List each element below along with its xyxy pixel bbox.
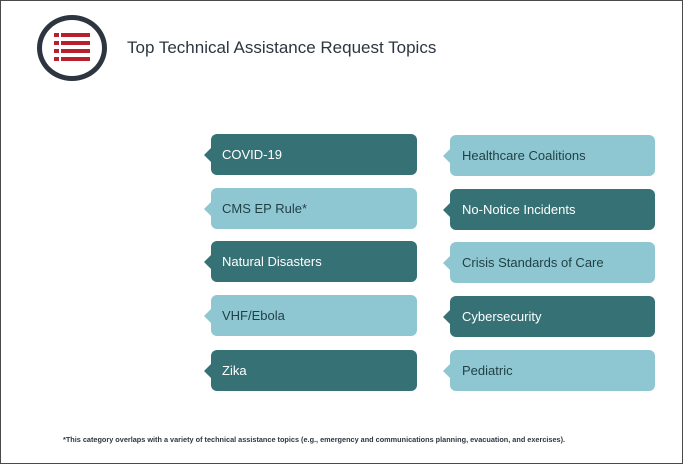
topic-label: CMS EP Rule*	[222, 201, 308, 216]
topic-pediatric: Pediatric	[443, 350, 655, 391]
topic-label: VHF/Ebola	[222, 308, 285, 323]
topic-healthcare-coalitions: Healthcare Coalitions	[443, 135, 655, 176]
topic-zika: Zika	[204, 350, 417, 391]
topic-cms-ep-rule: CMS EP Rule*	[204, 188, 417, 229]
topic-label: COVID-19	[222, 147, 282, 162]
topic-label: Cybersecurity	[462, 309, 542, 324]
topic-vhf-ebola: VHF/Ebola	[204, 295, 417, 336]
topic-label: Zika	[222, 363, 247, 378]
topic-crisis-standards-of-care: Crisis Standards of Care	[443, 242, 655, 283]
topic-cybersecurity: Cybersecurity	[443, 296, 655, 337]
page-title: Top Technical Assistance Request Topics	[127, 38, 437, 57]
topic-covid-19: COVID-19	[204, 134, 417, 175]
list-icon	[54, 33, 90, 61]
footnote: *This category overlaps with a variety o…	[63, 435, 566, 444]
topic-no-notice-incidents: No-Notice Incidents	[443, 189, 655, 230]
topic-label: Crisis Standards of Care	[462, 255, 604, 270]
topic-label: Pediatric	[462, 363, 513, 378]
topic-label: Healthcare Coalitions	[462, 148, 586, 163]
logo-circle	[37, 15, 107, 81]
topic-natural-disasters: Natural Disasters	[204, 241, 417, 282]
topic-label: Natural Disasters	[222, 254, 322, 269]
topic-label: No-Notice Incidents	[462, 202, 576, 217]
